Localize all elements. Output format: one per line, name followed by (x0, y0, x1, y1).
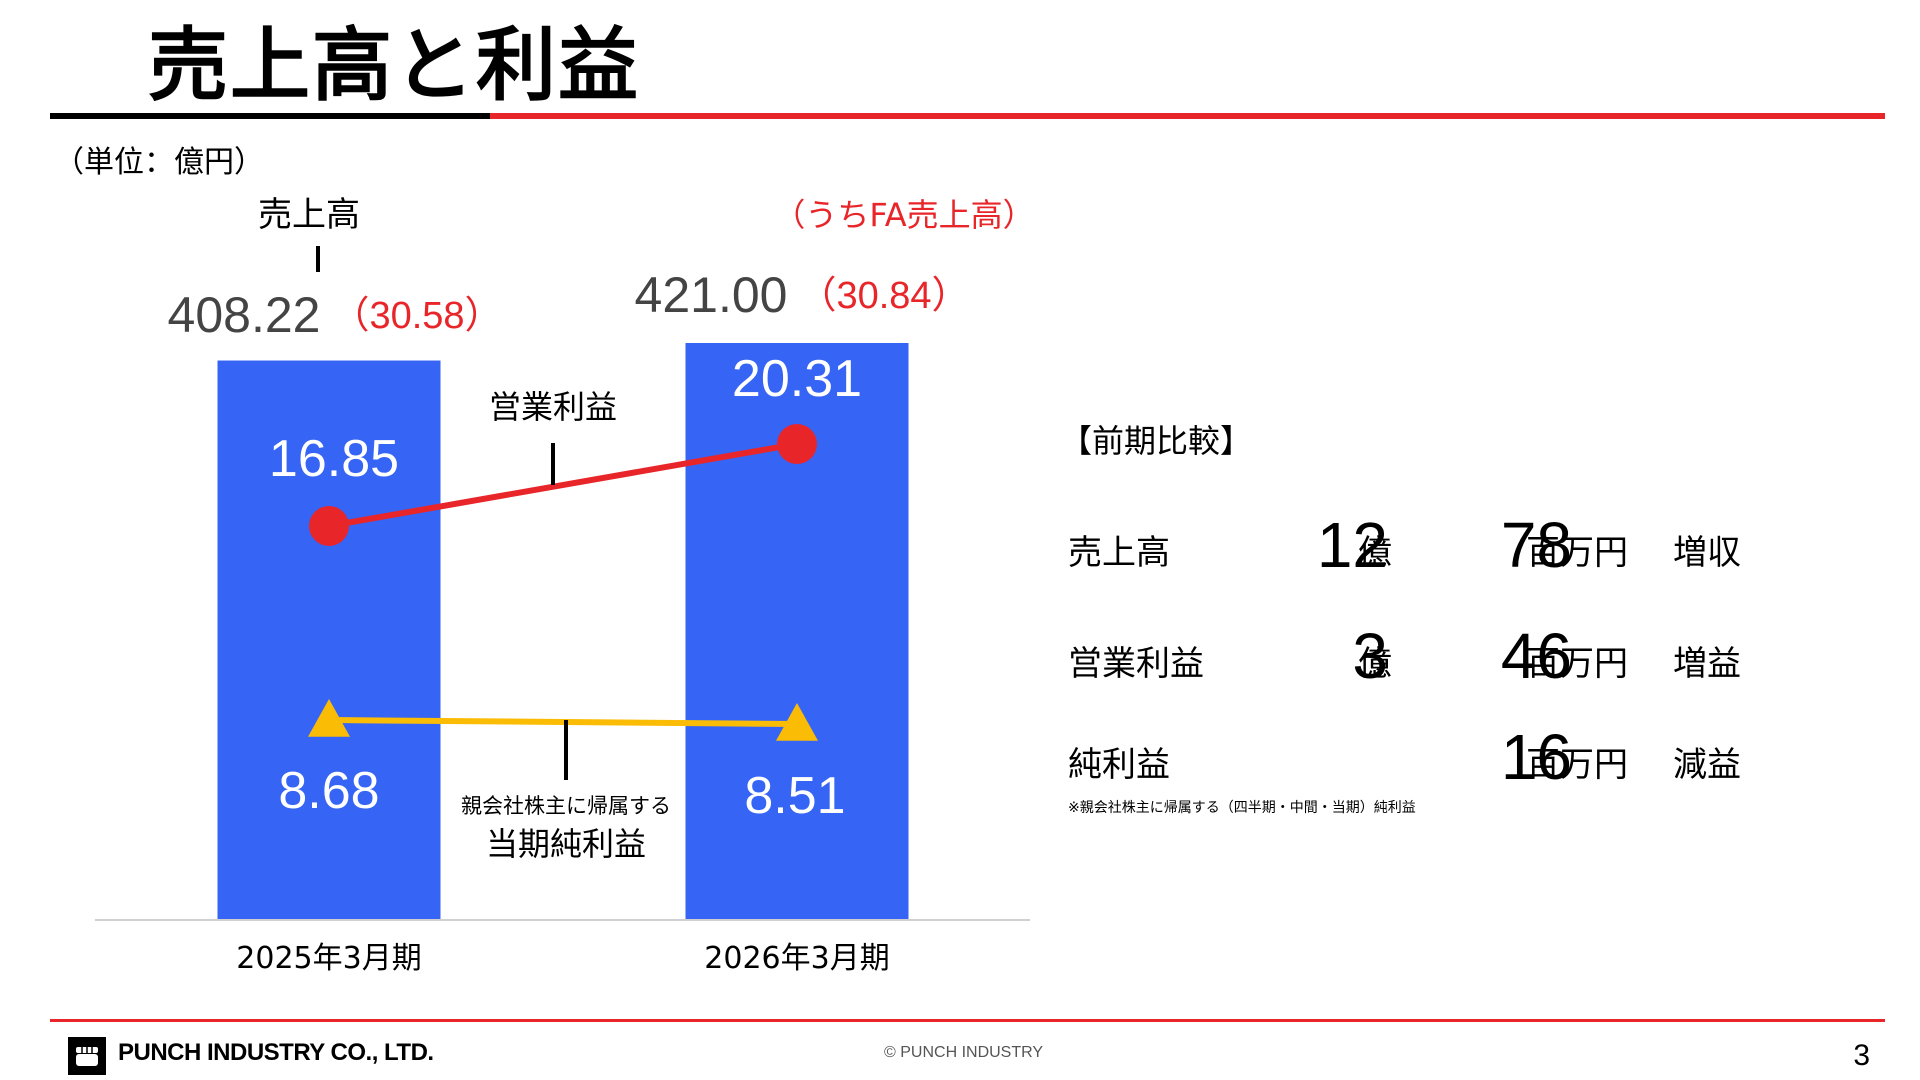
comparison-footnote: ※親会社株主に帰属する（四半期・中間・当期）純利益 (1068, 800, 1416, 816)
net-income-point-1 (308, 699, 350, 737)
fa-sales-value-label: （30.84） (798, 275, 969, 317)
fa-sales-value-label: （30.58） (331, 295, 502, 337)
sales-callout-label: 売上高 (258, 195, 360, 235)
company-name: PUNCH INDUSTRY CO., LTD. (118, 1039, 434, 1066)
net-income-value-label: 8.68 (278, 762, 379, 820)
operating-profit-point-2 (777, 424, 817, 464)
comparison-row-operating-profit: 営業利益 3 億 46 百万円 増益 (1068, 611, 1768, 691)
comparison-oku-value: 3 (1352, 619, 1388, 692)
comparison-row-net-income: 純利益 16 百万円 減益 (1068, 712, 1768, 792)
sales-value-label: 421.00 (635, 267, 788, 323)
comparison-label: 売上高 (1068, 533, 1170, 574)
x-tick-label: 2025年3月期 (236, 941, 421, 976)
copyright: © PUNCH INDUSTRY (884, 1044, 1044, 1061)
net-income-line (328, 717, 798, 727)
operating-profit-line (328, 441, 798, 529)
comparison-oku-unit: 億 (1358, 533, 1392, 574)
operating-profit-callout-label: 営業利益 (489, 388, 617, 426)
comparison-label: 営業利益 (1068, 644, 1204, 685)
net-income-callout-label-1: 親会社株主に帰属する (461, 794, 671, 818)
title-rule-black (50, 113, 490, 119)
page-number: 3 (1853, 1039, 1870, 1072)
net-income-value-label: 8.51 (744, 767, 845, 825)
fa-sales-callout-label: （うちFA売上高） (773, 196, 1034, 234)
footer-rule (50, 1019, 1885, 1022)
comparison-million-unit: 百万円 (1526, 533, 1628, 574)
comparison-oku-unit: 億 (1358, 644, 1392, 685)
comparison-row-sales: 売上高 12 億 78 百万円 増収 (1068, 500, 1768, 580)
bar-sales-1 (217, 360, 441, 920)
comparison-label: 純利益 (1068, 745, 1170, 786)
fist-icon (68, 1037, 106, 1075)
sales-profit-chart: 2025年3月期 2026年3月期 408.22 （30.58） 421.00 （30.8… (95, 195, 1035, 976)
comparison-result: 減益 (1673, 745, 1741, 786)
x-tick-label: 2026年3月期 (704, 941, 889, 976)
operating-profit-point-1 (309, 506, 349, 546)
comparison-million-unit: 百万円 (1526, 644, 1628, 685)
unit-note: （単位：億円） (54, 145, 264, 180)
fist-icon-glyph (76, 1047, 98, 1066)
comparison-million-value: 46 (1500, 619, 1572, 692)
comparison-million-value: 16 (1500, 720, 1572, 793)
comparison-title: 【前期比較】 (1060, 422, 1253, 460)
sales-value-label: 408.22 (168, 287, 321, 343)
net-income-point-2 (776, 703, 818, 741)
operating-profit-value-label: 20.31 (732, 350, 862, 408)
comparison-million-unit: 百万円 (1526, 745, 1628, 786)
title-rule-red (490, 113, 1885, 119)
comparison-oku-value: 12 (1316, 508, 1388, 581)
comparison-million-value: 78 (1500, 508, 1572, 581)
page-title: 売上高と利益 (148, 19, 640, 112)
comparison-result: 増収 (1673, 533, 1741, 574)
operating-profit-value-label: 16.85 (269, 430, 399, 488)
net-income-callout-label-2: 当期純利益 (486, 825, 646, 863)
comparison-result: 増益 (1673, 644, 1741, 685)
